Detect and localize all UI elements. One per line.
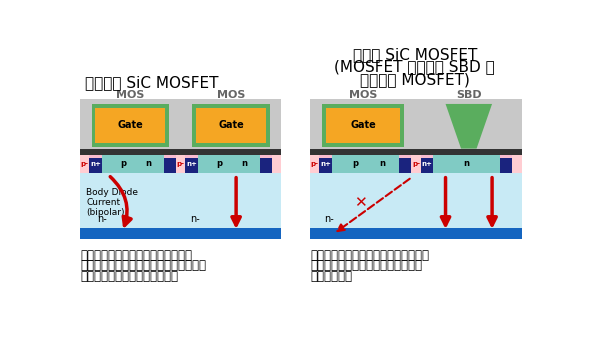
Bar xyxy=(80,155,281,173)
Bar xyxy=(80,228,281,239)
Text: ありません。: ありません。 xyxy=(310,270,352,283)
Text: 逆導通動作時にボディーダイオード: 逆導通動作時にボディーダイオード xyxy=(80,249,192,262)
Text: オン抵抗が増大していきます。: オン抵抗が増大していきます。 xyxy=(80,270,178,283)
Bar xyxy=(80,99,281,149)
Bar xyxy=(89,158,101,173)
Text: 一般的な SiC MOSFET: 一般的な SiC MOSFET xyxy=(86,76,219,91)
Bar xyxy=(310,149,522,155)
Text: Gate: Gate xyxy=(218,120,244,131)
Text: MOS: MOS xyxy=(116,90,145,100)
Bar xyxy=(310,155,522,173)
Text: n-: n- xyxy=(190,214,200,224)
Bar xyxy=(260,158,272,173)
Text: p-: p- xyxy=(311,161,319,167)
Bar xyxy=(512,155,522,173)
Text: p: p xyxy=(217,159,222,169)
Bar xyxy=(326,108,401,143)
Bar xyxy=(421,158,433,173)
Text: Body Diode
Current
(bipolar): Body Diode Current (bipolar) xyxy=(86,188,138,217)
Bar xyxy=(399,158,411,173)
Bar xyxy=(185,158,198,173)
Text: 東芝の SiC MOSFET: 東芝の SiC MOSFET xyxy=(353,47,477,62)
Bar xyxy=(319,158,332,173)
Text: n+: n+ xyxy=(186,161,197,167)
Bar xyxy=(411,155,421,173)
Text: がバイポーラー通電することによって、: がバイポーラー通電することによって、 xyxy=(80,259,206,272)
Text: n+: n+ xyxy=(320,161,331,167)
Text: Gate: Gate xyxy=(350,120,376,131)
Bar xyxy=(332,155,399,173)
Text: 内蔵した MOSFET): 内蔵した MOSFET) xyxy=(360,72,470,87)
Bar xyxy=(433,155,500,173)
Bar xyxy=(310,99,522,149)
Text: ✕: ✕ xyxy=(355,195,368,210)
Text: n: n xyxy=(145,159,151,169)
Text: Gate: Gate xyxy=(117,120,143,131)
Bar xyxy=(196,108,266,143)
Text: 逆導通動作時にボディーダイオードが: 逆導通動作時にボディーダイオードが xyxy=(310,249,429,262)
Bar xyxy=(163,158,176,173)
Text: p-: p- xyxy=(412,161,420,167)
Bar xyxy=(500,158,512,173)
Bar xyxy=(192,104,270,147)
Text: n: n xyxy=(379,159,385,169)
Text: n: n xyxy=(241,159,247,169)
Text: p-: p- xyxy=(81,161,88,167)
Text: MOS: MOS xyxy=(349,90,377,100)
Bar xyxy=(80,149,281,155)
Text: p-: p- xyxy=(176,161,185,167)
Bar xyxy=(101,155,163,173)
Text: n+: n+ xyxy=(90,161,101,167)
Text: MOS: MOS xyxy=(217,90,245,100)
Bar xyxy=(91,104,169,147)
Text: n-: n- xyxy=(97,214,107,224)
Bar xyxy=(272,155,281,173)
Text: n+: n+ xyxy=(421,161,432,167)
Text: 動作しないため、オン抵抗の増大が: 動作しないため、オン抵抗の増大が xyxy=(310,259,422,272)
Bar xyxy=(310,228,522,239)
Bar xyxy=(322,104,404,147)
Polygon shape xyxy=(445,104,492,149)
Bar xyxy=(176,155,185,173)
Text: p: p xyxy=(120,159,126,169)
Bar xyxy=(80,173,281,228)
Text: n: n xyxy=(464,159,470,169)
Text: (MOSFET チップに SBD を: (MOSFET チップに SBD を xyxy=(335,59,495,74)
Bar xyxy=(310,173,522,228)
Bar xyxy=(96,108,165,143)
Bar xyxy=(198,155,260,173)
Bar xyxy=(80,155,89,173)
Text: SBD: SBD xyxy=(456,90,481,100)
Text: p: p xyxy=(352,159,358,169)
Text: n-: n- xyxy=(324,214,334,224)
Bar xyxy=(310,155,319,173)
